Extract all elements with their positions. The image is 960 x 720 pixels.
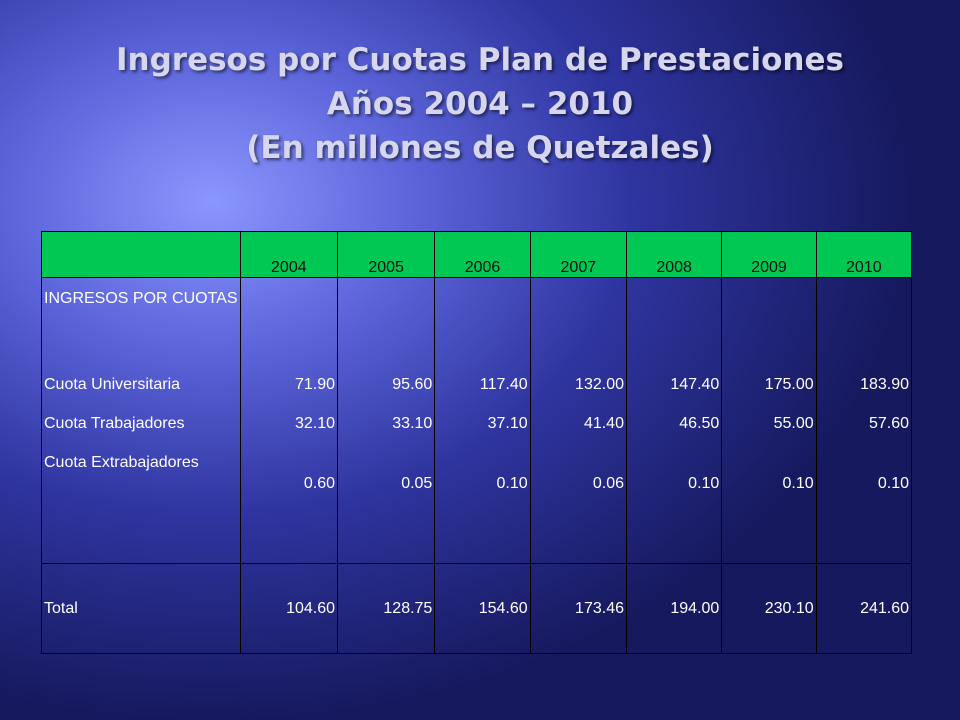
income-table: 2004 2005 2006 2007 2008 2009 2010 INGRE… bbox=[41, 231, 913, 654]
empty-cell bbox=[815, 277, 913, 366]
total-value-cell: 230.10 bbox=[721, 563, 817, 654]
value-cell: 0.05 bbox=[336, 444, 435, 564]
value-cell: 55.00 bbox=[721, 404, 817, 444]
empty-cell bbox=[721, 277, 817, 366]
value-cell: 46.50 bbox=[625, 404, 722, 444]
row-label: Cuota Trabajadores bbox=[41, 404, 241, 444]
value-cell: 0.10 bbox=[721, 444, 817, 564]
slide-title: Ingresos por Cuotas Plan de Prestaciones… bbox=[0, 38, 960, 170]
title-line-2: Años 2004 – 2010 bbox=[326, 86, 634, 122]
value-cell: 147.40 bbox=[625, 366, 722, 404]
value-cell: 0.10 bbox=[815, 444, 913, 564]
header-cell: 2007 bbox=[529, 231, 627, 278]
empty-cell bbox=[239, 277, 338, 366]
table-header-row: 2004 2005 2006 2007 2008 2009 2010 bbox=[41, 231, 913, 278]
empty-cell bbox=[336, 277, 435, 366]
section-label: INGRESOS POR CUOTAS bbox=[41, 277, 241, 366]
total-label: Total bbox=[41, 563, 241, 654]
header-cell: 2004 bbox=[239, 231, 338, 278]
value-cell: 33.10 bbox=[336, 404, 435, 444]
header-cell: 2008 bbox=[625, 231, 722, 278]
header-cell: 2009 bbox=[721, 231, 817, 278]
total-value-cell: 104.60 bbox=[239, 563, 338, 654]
value-cell: 71.90 bbox=[239, 366, 338, 404]
value-cell: 132.00 bbox=[529, 366, 627, 404]
row-label: Cuota Universitaria bbox=[41, 366, 241, 404]
value-cell: 95.60 bbox=[336, 366, 435, 404]
table-row: Cuota Trabajadores 32.10 33.10 37.10 41.… bbox=[41, 404, 913, 444]
empty-cell bbox=[529, 277, 627, 366]
value-cell: 117.40 bbox=[434, 366, 531, 404]
total-value-cell: 194.00 bbox=[625, 563, 722, 654]
total-value-cell: 128.75 bbox=[336, 563, 435, 654]
header-cell: 2005 bbox=[336, 231, 435, 278]
value-cell: 57.60 bbox=[815, 404, 913, 444]
value-cell: 32.10 bbox=[239, 404, 338, 444]
table-row: Cuota Universitaria 71.90 95.60 117.40 1… bbox=[41, 366, 913, 404]
value-cell: 183.90 bbox=[815, 366, 913, 404]
value-cell: 0.60 bbox=[239, 444, 338, 564]
section-row: INGRESOS POR CUOTAS bbox=[41, 277, 913, 366]
value-cell: 0.10 bbox=[434, 444, 531, 564]
value-cell: 0.06 bbox=[529, 444, 627, 564]
header-cell: 2010 bbox=[815, 231, 913, 278]
total-value-cell: 154.60 bbox=[434, 563, 531, 654]
total-row: Total 104.60 128.75 154.60 173.46 194.00… bbox=[41, 563, 913, 654]
value-cell: 175.00 bbox=[721, 366, 817, 404]
total-value-cell: 241.60 bbox=[815, 563, 913, 654]
row-label: Cuota Extrabajadores bbox=[41, 444, 241, 564]
value-cell: 0.10 bbox=[625, 444, 722, 564]
value-cell: 37.10 bbox=[434, 404, 531, 444]
value-cell: 41.40 bbox=[529, 404, 627, 444]
empty-cell bbox=[625, 277, 722, 366]
header-cell: 2006 bbox=[434, 231, 531, 278]
title-line-1: Ingresos por Cuotas Plan de Prestaciones bbox=[116, 42, 844, 78]
header-cell bbox=[41, 231, 241, 278]
table-row: Cuota Extrabajadores 0.60 0.05 0.10 0.06… bbox=[41, 444, 913, 564]
empty-cell bbox=[434, 277, 531, 366]
total-value-cell: 173.46 bbox=[529, 563, 627, 654]
title-line-3: (En millones de Quetzales) bbox=[246, 130, 714, 166]
